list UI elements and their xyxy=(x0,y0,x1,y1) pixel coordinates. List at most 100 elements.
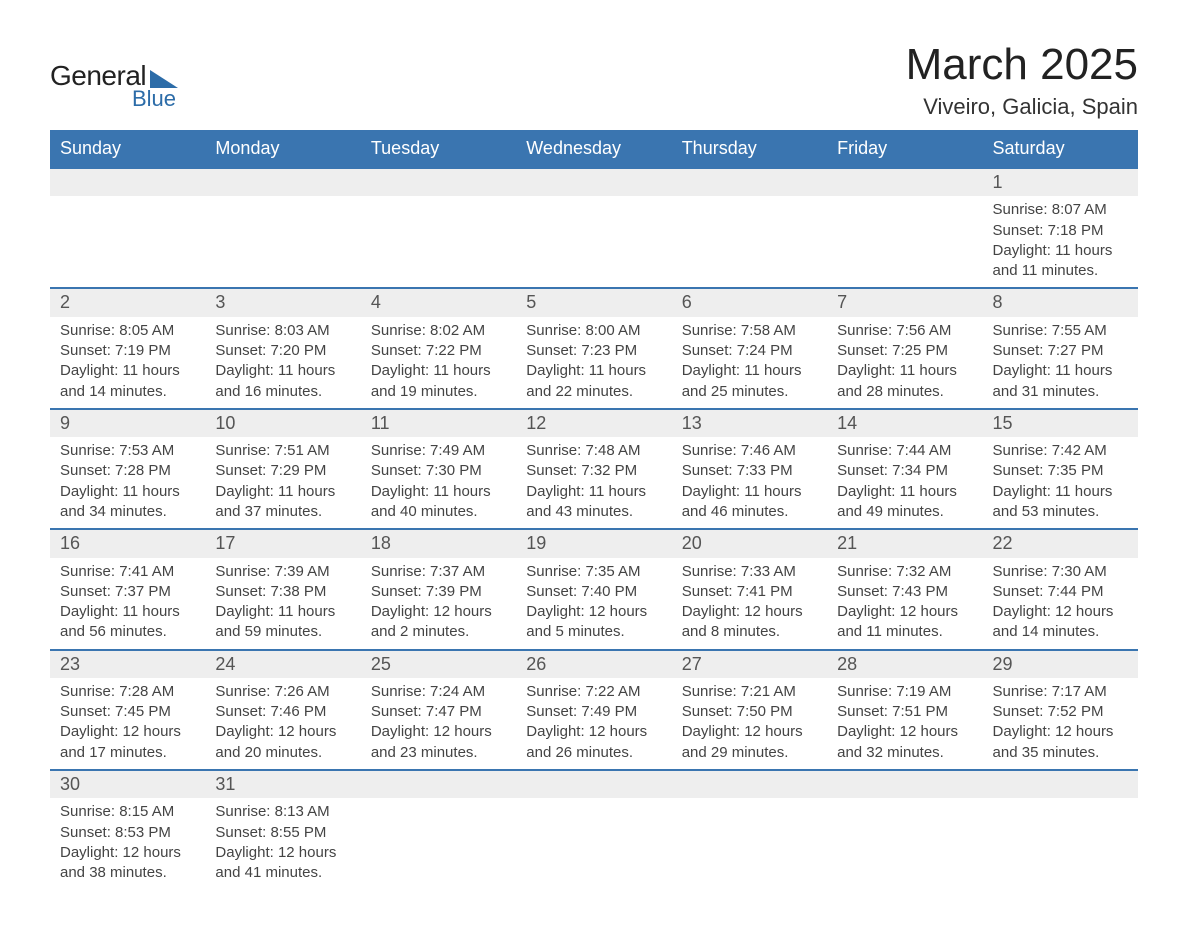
day-number: 7 xyxy=(827,289,982,316)
daylight-line: Daylight: 12 hours and 20 minutes. xyxy=(215,722,350,763)
daylight-line: Daylight: 11 hours and 25 minutes. xyxy=(682,361,817,402)
daylight-line: Daylight: 11 hours and 34 minutes. xyxy=(60,482,195,523)
empty-day-number xyxy=(361,771,516,798)
empty-day-detail xyxy=(672,798,827,818)
logo-text-sub: Blue xyxy=(132,86,178,112)
empty-day-detail xyxy=(361,798,516,818)
daylight-line: Daylight: 11 hours and 31 minutes. xyxy=(993,361,1128,402)
day-detail: Sunrise: 7:37 AMSunset: 7:39 PMDaylight:… xyxy=(361,558,516,649)
sunrise-line: Sunrise: 7:53 AM xyxy=(60,441,195,461)
sunset-line: Sunset: 7:40 PM xyxy=(526,582,661,602)
sunrise-line: Sunrise: 7:24 AM xyxy=(371,682,506,702)
sunrise-line: Sunrise: 7:37 AM xyxy=(371,562,506,582)
header: General Blue March 2025 Viveiro, Galicia… xyxy=(50,40,1138,120)
daylight-line: Daylight: 12 hours and 14 minutes. xyxy=(993,602,1128,643)
weekday-header: Monday xyxy=(205,130,360,168)
daylight-line: Daylight: 12 hours and 23 minutes. xyxy=(371,722,506,763)
sunrise-line: Sunrise: 7:55 AM xyxy=(993,321,1128,341)
day-detail: Sunrise: 7:24 AMSunset: 7:47 PMDaylight:… xyxy=(361,678,516,769)
day-number: 20 xyxy=(672,530,827,557)
daylight-line: Daylight: 11 hours and 59 minutes. xyxy=(215,602,350,643)
sunrise-line: Sunrise: 7:22 AM xyxy=(526,682,661,702)
daylight-line: Daylight: 12 hours and 26 minutes. xyxy=(526,722,661,763)
day-detail: Sunrise: 7:30 AMSunset: 7:44 PMDaylight:… xyxy=(983,558,1138,649)
day-number-row: 9101112131415 xyxy=(50,409,1138,437)
title-block: March 2025 Viveiro, Galicia, Spain xyxy=(906,40,1138,120)
day-number: 30 xyxy=(50,771,205,798)
sunrise-line: Sunrise: 8:13 AM xyxy=(215,802,350,822)
sunset-line: Sunset: 7:51 PM xyxy=(837,702,972,722)
empty-day-number xyxy=(50,169,205,196)
daylight-line: Daylight: 12 hours and 2 minutes. xyxy=(371,602,506,643)
day-detail: Sunrise: 7:48 AMSunset: 7:32 PMDaylight:… xyxy=(516,437,671,528)
day-number: 6 xyxy=(672,289,827,316)
empty-day-detail xyxy=(672,196,827,216)
day-detail: Sunrise: 7:28 AMSunset: 7:45 PMDaylight:… xyxy=(50,678,205,769)
day-number: 13 xyxy=(672,410,827,437)
sunset-line: Sunset: 7:23 PM xyxy=(526,341,661,361)
sunset-line: Sunset: 7:30 PM xyxy=(371,461,506,481)
sunset-line: Sunset: 7:20 PM xyxy=(215,341,350,361)
day-number: 9 xyxy=(50,410,205,437)
empty-day-number xyxy=(205,169,360,196)
sunrise-line: Sunrise: 7:32 AM xyxy=(837,562,972,582)
weekday-header-row: Sunday Monday Tuesday Wednesday Thursday… xyxy=(50,130,1138,168)
day-detail: Sunrise: 7:53 AMSunset: 7:28 PMDaylight:… xyxy=(50,437,205,528)
sunrise-line: Sunrise: 7:56 AM xyxy=(837,321,972,341)
daylight-line: Daylight: 11 hours and 19 minutes. xyxy=(371,361,506,402)
sunset-line: Sunset: 7:33 PM xyxy=(682,461,817,481)
day-detail-row: Sunrise: 7:53 AMSunset: 7:28 PMDaylight:… xyxy=(50,437,1138,529)
day-number-row: 23242526272829 xyxy=(50,650,1138,678)
sunrise-line: Sunrise: 8:00 AM xyxy=(526,321,661,341)
day-number: 3 xyxy=(205,289,360,316)
empty-day-detail xyxy=(361,196,516,216)
sunrise-line: Sunrise: 7:51 AM xyxy=(215,441,350,461)
daylight-line: Daylight: 11 hours and 49 minutes. xyxy=(837,482,972,523)
sunrise-line: Sunrise: 8:07 AM xyxy=(993,200,1128,220)
daylight-line: Daylight: 11 hours and 11 minutes. xyxy=(993,241,1128,282)
day-detail: Sunrise: 7:55 AMSunset: 7:27 PMDaylight:… xyxy=(983,317,1138,408)
sunset-line: Sunset: 7:34 PM xyxy=(837,461,972,481)
daylight-line: Daylight: 11 hours and 40 minutes. xyxy=(371,482,506,523)
sunset-line: Sunset: 7:27 PM xyxy=(993,341,1128,361)
day-detail: Sunrise: 7:51 AMSunset: 7:29 PMDaylight:… xyxy=(205,437,360,528)
day-number: 1 xyxy=(983,169,1138,196)
day-number: 17 xyxy=(205,530,360,557)
empty-day-detail xyxy=(827,196,982,216)
empty-day-detail xyxy=(50,196,205,216)
sunrise-line: Sunrise: 7:33 AM xyxy=(682,562,817,582)
day-detail: Sunrise: 8:13 AMSunset: 8:55 PMDaylight:… xyxy=(205,798,360,889)
day-number: 21 xyxy=(827,530,982,557)
sunrise-line: Sunrise: 8:15 AM xyxy=(60,802,195,822)
day-detail: Sunrise: 7:35 AMSunset: 7:40 PMDaylight:… xyxy=(516,558,671,649)
day-detail-row: Sunrise: 8:07 AMSunset: 7:18 PMDaylight:… xyxy=(50,196,1138,288)
daylight-line: Daylight: 12 hours and 11 minutes. xyxy=(837,602,972,643)
sunrise-line: Sunrise: 7:35 AM xyxy=(526,562,661,582)
daylight-line: Daylight: 12 hours and 38 minutes. xyxy=(60,843,195,884)
sunrise-line: Sunrise: 7:48 AM xyxy=(526,441,661,461)
day-detail: Sunrise: 8:15 AMSunset: 8:53 PMDaylight:… xyxy=(50,798,205,889)
sunrise-line: Sunrise: 7:28 AM xyxy=(60,682,195,702)
daylight-line: Daylight: 12 hours and 17 minutes. xyxy=(60,722,195,763)
daylight-line: Daylight: 12 hours and 29 minutes. xyxy=(682,722,817,763)
day-detail: Sunrise: 7:56 AMSunset: 7:25 PMDaylight:… xyxy=(827,317,982,408)
sunset-line: Sunset: 7:24 PM xyxy=(682,341,817,361)
sunset-line: Sunset: 8:55 PM xyxy=(215,823,350,843)
day-detail: Sunrise: 8:07 AMSunset: 7:18 PMDaylight:… xyxy=(983,196,1138,287)
day-number: 27 xyxy=(672,651,827,678)
day-number: 26 xyxy=(516,651,671,678)
daylight-line: Daylight: 11 hours and 28 minutes. xyxy=(837,361,972,402)
sunset-line: Sunset: 7:22 PM xyxy=(371,341,506,361)
daylight-line: Daylight: 12 hours and 8 minutes. xyxy=(682,602,817,643)
day-detail: Sunrise: 7:39 AMSunset: 7:38 PMDaylight:… xyxy=(205,558,360,649)
sunset-line: Sunset: 7:52 PM xyxy=(993,702,1128,722)
empty-day-number xyxy=(983,771,1138,798)
day-number: 15 xyxy=(983,410,1138,437)
day-detail: Sunrise: 7:19 AMSunset: 7:51 PMDaylight:… xyxy=(827,678,982,769)
day-number-row: 16171819202122 xyxy=(50,529,1138,557)
empty-day-detail xyxy=(516,798,671,818)
day-number: 25 xyxy=(361,651,516,678)
day-number: 24 xyxy=(205,651,360,678)
empty-day-number xyxy=(672,169,827,196)
sunset-line: Sunset: 7:29 PM xyxy=(215,461,350,481)
